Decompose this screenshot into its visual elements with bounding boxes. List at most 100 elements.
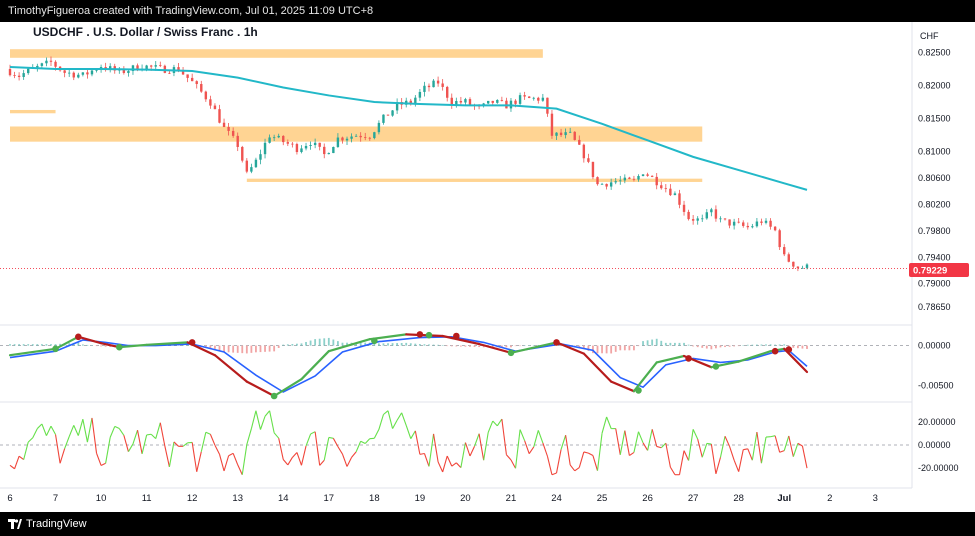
oscillator-histogram-bar [769, 344, 772, 346]
price-tick-label: 0.82000 [918, 81, 951, 91]
candle [313, 138, 317, 149]
oscillator-fast-segment [245, 380, 276, 398]
candle [359, 132, 362, 142]
momentum-segment [546, 456, 553, 475]
momentum-segment [127, 443, 134, 452]
candle [650, 175, 654, 178]
candle-body [8, 69, 12, 76]
oscillator-histogram-bar [59, 343, 61, 346]
momentum-segment [619, 430, 626, 455]
candle [200, 80, 203, 93]
candle [373, 131, 376, 140]
candle [17, 72, 21, 81]
momentum-segment [146, 433, 152, 436]
momentum-segment [514, 429, 521, 469]
oscillator-histogram-bar [323, 338, 326, 346]
oscillator-histogram-bar [104, 345, 107, 347]
momentum-segment [446, 455, 453, 467]
oscillator-fast-segment [118, 343, 148, 349]
momentum-segment [583, 451, 589, 454]
cross-down-marker [553, 339, 560, 346]
time-tick-label: 21 [506, 493, 517, 504]
candle-body [641, 174, 645, 176]
momentum-segment [200, 432, 207, 452]
candle [218, 104, 221, 124]
candle-body [582, 144, 586, 159]
grid [0, 22, 913, 489]
momentum-segment [136, 430, 143, 454]
candle-body [295, 144, 299, 153]
momentum-segment [774, 435, 781, 453]
price-tick-label: 0.78650 [918, 302, 951, 312]
candle-body [204, 91, 208, 100]
momentum-segment [469, 445, 476, 457]
candle-body [518, 95, 522, 104]
momentum-segment [464, 442, 471, 457]
candle-body [632, 178, 636, 180]
moving-average-line [9, 66, 808, 191]
candle-body [268, 137, 271, 143]
candle-body [359, 135, 362, 138]
candle-body [728, 219, 731, 226]
price-tick-label: 0.79000 [918, 279, 951, 289]
momentum-segment [551, 472, 557, 476]
candle [655, 173, 658, 190]
oscillator-histogram-bar [696, 345, 699, 348]
candle-body [559, 132, 563, 136]
candle [691, 214, 695, 225]
momentum-tick-label: -20.00000 [918, 463, 959, 473]
candle [541, 93, 545, 102]
candle [90, 69, 94, 77]
oscillator-histogram-bar [332, 339, 335, 346]
candle-body [446, 86, 449, 98]
momentum-segment [615, 428, 621, 455]
candle-body [49, 60, 53, 62]
price-tick-label: 0.80200 [918, 199, 951, 209]
candle-body [395, 101, 399, 111]
oscillator-histogram-bar [455, 345, 458, 347]
candle-body [86, 72, 89, 75]
oscillator-histogram-bar [742, 345, 745, 346]
momentum-segment [433, 433, 439, 463]
oscillator-histogram-bar [100, 345, 102, 347]
oscillator-fast-segment [509, 341, 558, 354]
price-tick-label: 0.80600 [918, 173, 951, 183]
candle [673, 191, 677, 196]
oscillator-histogram-bar [715, 345, 717, 349]
moving-average [9, 66, 808, 191]
momentum-segment [442, 455, 448, 473]
candle [213, 103, 217, 110]
momentum-segment [64, 436, 70, 449]
oscillator-histogram-bar [505, 345, 508, 348]
candle-body [40, 63, 44, 66]
footer-bar: TradingView [0, 512, 975, 536]
momentum-segment [496, 418, 503, 427]
momentum-segment [751, 431, 758, 461]
time-tick-label: 26 [642, 493, 653, 504]
momentum-segment [27, 437, 34, 443]
oscillator-histogram-bar [286, 344, 289, 346]
candle-body [145, 65, 148, 70]
momentum-segment [18, 455, 24, 461]
momentum-segment [328, 436, 334, 439]
candle-body [186, 74, 189, 78]
momentum-segment [506, 454, 512, 461]
chart-area[interactable]: 0.82500 0.82000 0.81500 0.81000 0.80600 0.802… [0, 22, 975, 512]
candle-body [573, 131, 576, 140]
candle [268, 134, 271, 144]
candle-body [646, 174, 649, 176]
candle [277, 133, 280, 139]
candle [773, 225, 777, 232]
oscillator-histogram-bar [651, 339, 654, 346]
oscillator-fast-segment [610, 380, 636, 393]
oscillator-histogram-bar [642, 341, 644, 346]
momentum-segment [451, 462, 457, 467]
momentum-segment [109, 426, 116, 438]
candle-body [231, 130, 235, 136]
candle-body [414, 97, 417, 104]
candle [459, 96, 463, 106]
momentum-segment [588, 452, 594, 457]
candle [805, 263, 809, 270]
candle [195, 80, 198, 89]
candle [769, 218, 772, 230]
